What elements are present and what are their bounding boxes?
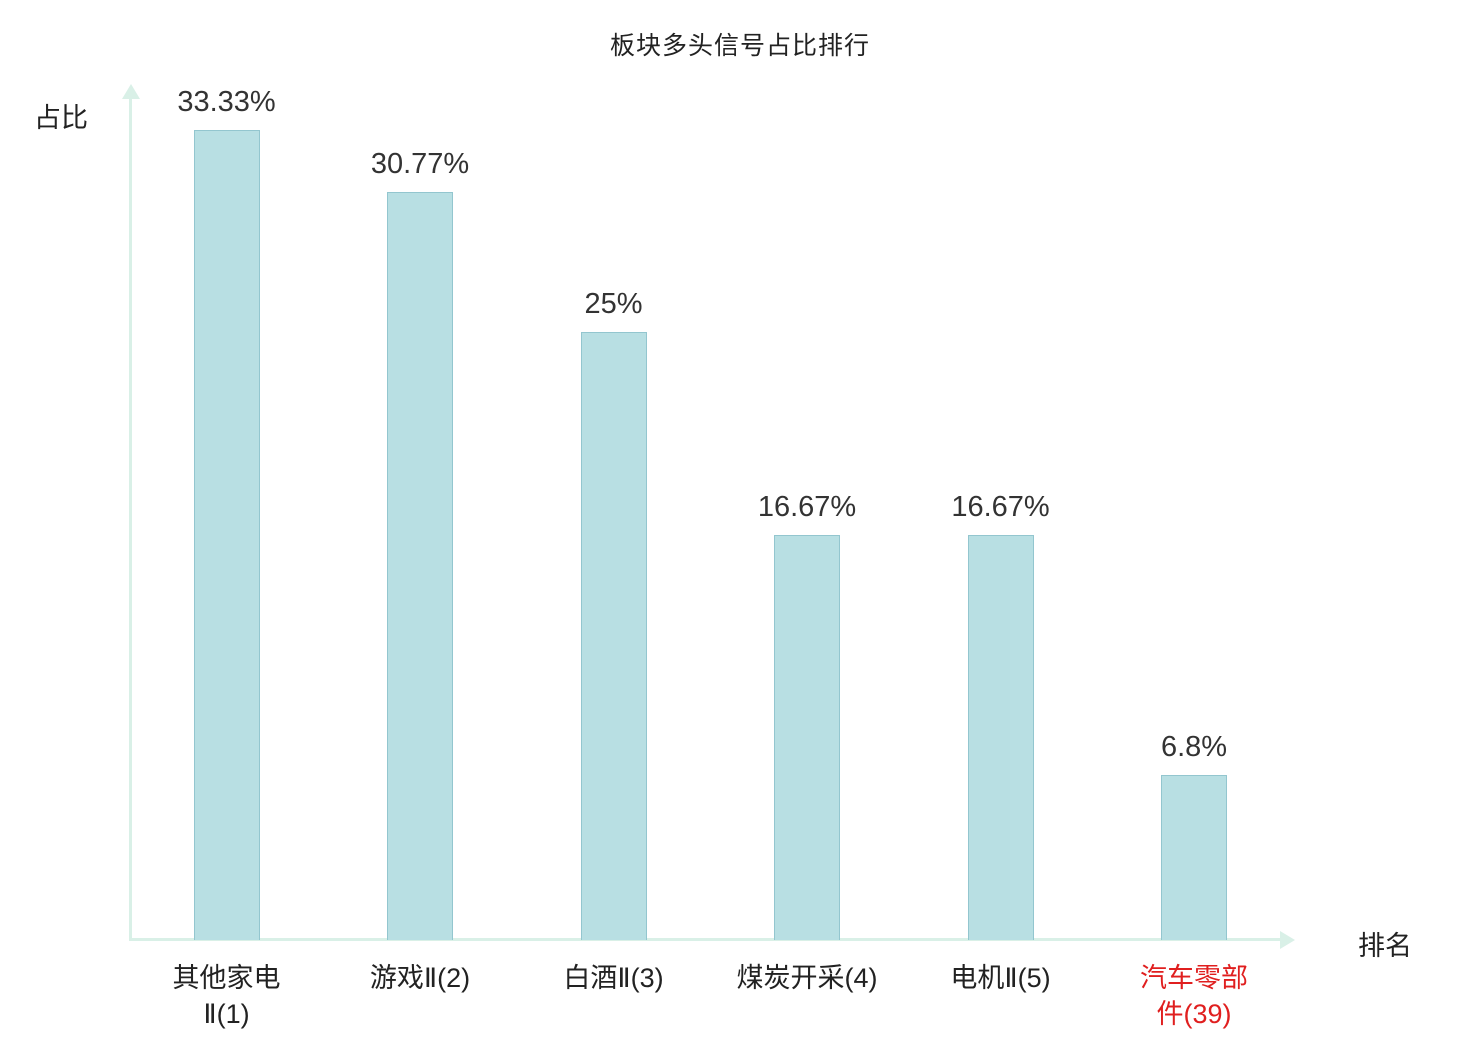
bar-3: [580, 332, 647, 940]
category-label-5: 电机Ⅱ(5): [950, 963, 1051, 993]
bar-5: [967, 534, 1034, 940]
bar-2: [387, 192, 453, 940]
bar-4: [774, 534, 840, 940]
y-axis-line: [129, 96, 132, 941]
chart-title: 板块多头信号占比排行: [609, 32, 871, 60]
value-label-2: 30.77%: [370, 148, 470, 181]
value-label-4: 16.67%: [757, 490, 857, 523]
y-axis-label: 占比: [34, 103, 88, 133]
bar-1: [193, 130, 260, 940]
y-axis-arrow-icon: [122, 84, 140, 99]
x-axis-label: 排名: [1358, 931, 1412, 961]
bar-6: [1161, 774, 1227, 940]
category-label-4: 煤炭开采(4): [736, 963, 878, 993]
value-label-3: 25%: [584, 288, 643, 321]
x-axis-arrow-icon: [1280, 931, 1295, 949]
value-label-5: 16.67%: [951, 490, 1050, 523]
category-label-2: 游戏Ⅱ(2): [369, 963, 471, 993]
x-axis-line: [129, 938, 1281, 941]
category-label-3: 白酒Ⅱ(3): [563, 963, 664, 993]
category-label-1: 其他家电 Ⅱ(1): [172, 963, 281, 1030]
value-label-1: 33.33%: [177, 86, 276, 118]
value-label-6: 6.8%: [1160, 730, 1228, 763]
category-label-6: 汽车零部 件(39): [1140, 963, 1248, 1030]
